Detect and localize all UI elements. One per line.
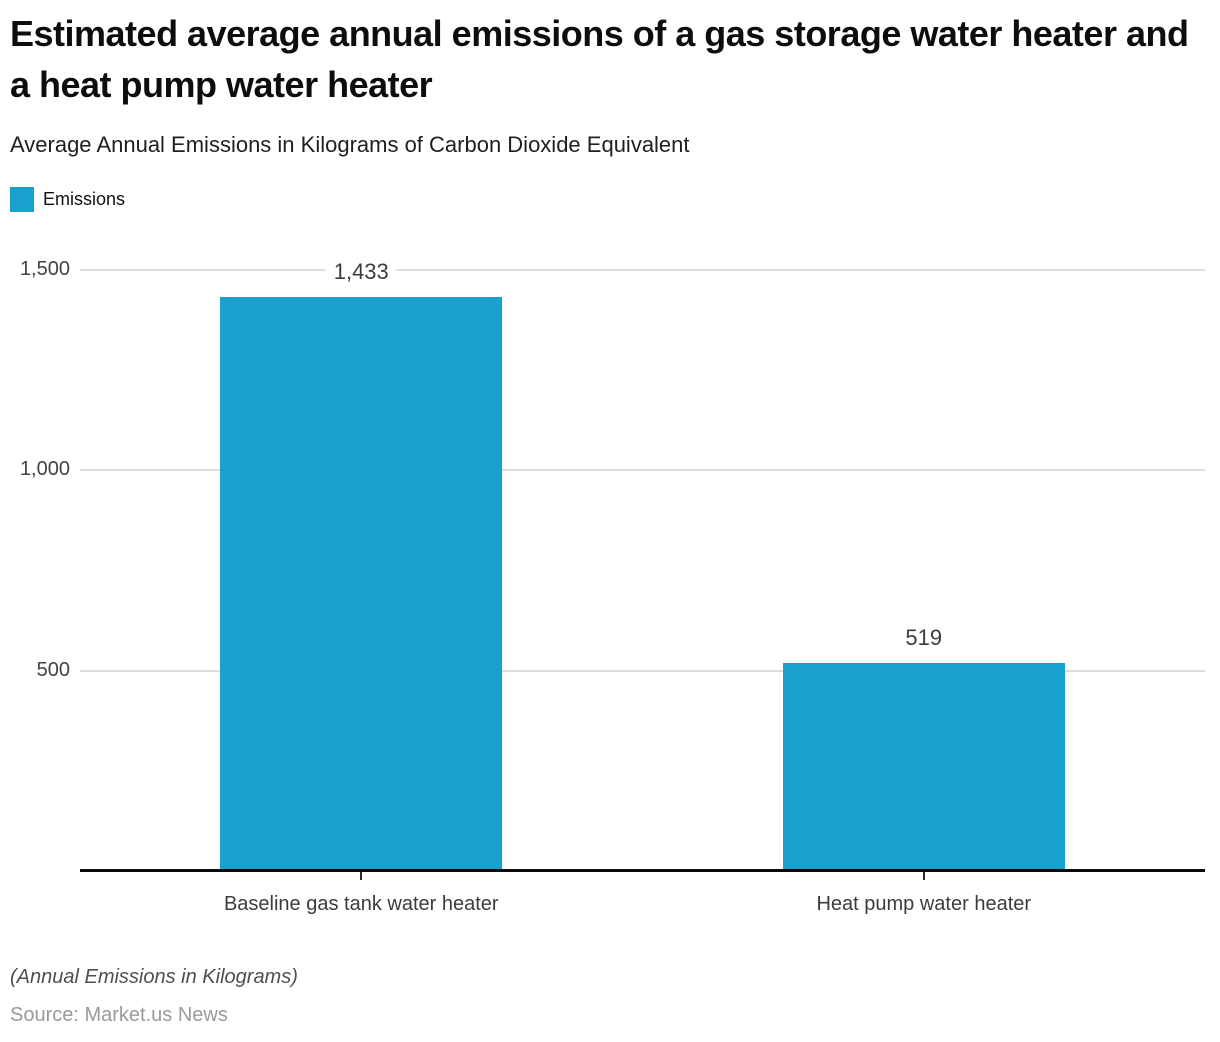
bar-baseline-gas-tank-water-heater[interactable] <box>220 296 503 871</box>
footer-note: (Annual Emissions in Kilograms) <box>10 966 298 988</box>
gridline-1000 <box>80 469 1205 472</box>
gridline-1500 <box>80 269 1205 271</box>
x-axis-category-label: Heat pump water heater <box>816 893 1032 915</box>
bar-value-label: 1,433 <box>325 258 397 285</box>
legend: Emissions <box>10 187 125 212</box>
footer-source: Source: Market.us News <box>10 1004 228 1026</box>
y-axis-tick-label: 500 <box>36 658 70 681</box>
gridline-500 <box>80 669 1205 672</box>
x-axis-tick <box>922 871 925 880</box>
y-axis-tick-label: 1,000 <box>19 458 70 481</box>
x-axis-tick <box>360 871 363 880</box>
x-axis-line <box>80 869 1205 872</box>
x-axis-category-label: Baseline gas tank water heater <box>223 893 499 915</box>
legend-swatch-icon <box>10 187 34 212</box>
bar-value-label: 519 <box>897 625 951 652</box>
y-axis-tick-label: 1,500 <box>19 258 70 280</box>
chart-title: Estimated average annual emissions of a … <box>10 13 1189 105</box>
chart-subtitle: Average Annual Emissions in Kilograms of… <box>10 132 690 157</box>
bar-heat-pump-water-heater[interactable] <box>782 663 1065 871</box>
legend-label: Emissions <box>43 189 126 209</box>
